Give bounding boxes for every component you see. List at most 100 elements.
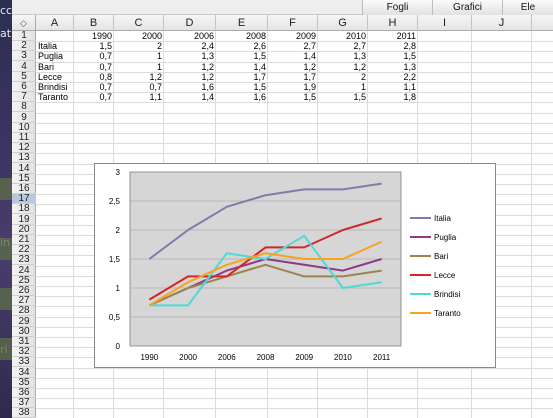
cell-value[interactable]: 1,3 — [353, 51, 366, 62]
cell-value[interactable]: 1,7 — [253, 71, 266, 82]
row-header-30[interactable]: 30 — [12, 326, 36, 337]
cell-year-header[interactable]: 1990 — [91, 31, 112, 41]
cell-value[interactable]: 1,2 — [201, 71, 214, 82]
cell-year-header[interactable]: 2011 — [396, 31, 416, 41]
cell-region-name[interactable]: Lecce — [38, 71, 63, 82]
cell-value[interactable]: 1,2 — [353, 61, 366, 72]
row-header-29[interactable]: 29 — [12, 316, 36, 327]
column-header-d[interactable]: D — [164, 15, 216, 31]
row-header-33[interactable]: 33 — [12, 357, 36, 368]
column-header-f[interactable]: F — [268, 15, 318, 31]
row-header-24[interactable]: 24 — [12, 265, 36, 276]
row-header-4[interactable]: 4 — [12, 61, 36, 72]
cell-value[interactable]: 1,4 — [201, 92, 214, 103]
cell-value[interactable]: 1,5 — [353, 92, 366, 103]
column-header-i[interactable]: I — [418, 15, 472, 31]
cell-value[interactable]: 2 — [360, 71, 366, 82]
row-header-25[interactable]: 25 — [12, 275, 36, 286]
row-header-31[interactable]: 31 — [12, 337, 36, 347]
cell-value[interactable]: 2,6 — [253, 41, 266, 52]
cell-value[interactable]: 1 — [156, 61, 162, 72]
cell-value[interactable]: 1,6 — [201, 82, 214, 92]
cell-value[interactable]: 1,4 — [303, 51, 316, 62]
cell-value[interactable]: 1,5 — [253, 51, 266, 62]
row-header-27[interactable]: 27 — [12, 296, 36, 307]
cell-value[interactable]: 2,2 — [403, 71, 416, 82]
cell-value[interactable]: 1,5 — [253, 82, 266, 92]
cell-value[interactable]: 0,7 — [99, 82, 112, 92]
cell-year-header[interactable]: 2009 — [295, 31, 316, 41]
cell-value[interactable]: 0,7 — [99, 92, 112, 103]
cell-value[interactable]: 1 — [156, 51, 162, 62]
column-header-a[interactable]: A — [36, 15, 74, 31]
row-header-11[interactable]: 11 — [12, 133, 36, 143]
cell-value[interactable]: 1,8 — [403, 92, 416, 103]
cell-value[interactable]: 1,5 — [403, 51, 416, 62]
row-header-10[interactable]: 10 — [12, 122, 36, 133]
row-header-7[interactable]: 7 — [12, 92, 36, 103]
cell-region-name[interactable]: Brindisi — [38, 82, 68, 92]
row-header-13[interactable]: 13 — [12, 153, 36, 164]
cell-value[interactable]: 0,8 — [99, 71, 112, 82]
cell-region-name[interactable]: Italia — [38, 41, 58, 52]
row-header-37[interactable]: 37 — [12, 398, 36, 409]
column-header-b[interactable]: B — [74, 15, 114, 31]
row-header-34[interactable]: 34 — [12, 367, 36, 378]
cell-year-header[interactable]: 2008 — [245, 31, 266, 41]
cell-value[interactable]: 0,7 — [99, 61, 112, 72]
cell-value[interactable]: 1,4 — [253, 61, 266, 72]
row-header-12[interactable]: 12 — [12, 143, 36, 154]
row-header-15[interactable]: 15 — [12, 173, 36, 184]
cell-value[interactable]: 1 — [360, 82, 366, 92]
row-header-26[interactable]: 26 — [12, 286, 36, 296]
ribbon-tab-ele[interactable]: Ele — [502, 0, 553, 15]
row-header-28[interactable]: 28 — [12, 306, 36, 317]
row-header-8[interactable]: 8 — [12, 102, 36, 113]
row-header-6[interactable]: 6 — [12, 82, 36, 92]
cell-region-name[interactable]: Taranto — [38, 92, 69, 103]
cell-value[interactable]: 1,3 — [201, 51, 214, 62]
row-header-9[interactable]: 9 — [12, 112, 36, 123]
cell-value[interactable]: 1,1 — [149, 92, 162, 103]
cell-value[interactable]: 1,2 — [201, 61, 214, 72]
cell-year-header[interactable]: 2010 — [345, 31, 366, 41]
cell-value[interactable]: 1,2 — [303, 61, 316, 72]
row-header-32[interactable]: 32 — [12, 347, 36, 358]
row-header-1[interactable]: 1 — [12, 31, 36, 41]
cell-value[interactable]: 1,3 — [403, 61, 416, 72]
row-header-38[interactable]: 38 — [12, 408, 36, 418]
cell-region-name[interactable]: Bari — [38, 61, 55, 72]
cell-value[interactable]: 0,7 — [149, 82, 162, 92]
row-header-3[interactable]: 3 — [12, 51, 36, 62]
line-chart[interactable]: 0 0,5 1 1,5 2 2,5 3 1990 2000 2006 2008 2009 2010 201… — [94, 163, 496, 368]
row-header-18[interactable]: 18 — [12, 204, 36, 215]
cell-value[interactable]: 1,2 — [149, 71, 162, 82]
cell-value[interactable]: 1,6 — [253, 92, 266, 103]
cell-value[interactable]: 1,7 — [303, 71, 316, 82]
row-header-5[interactable]: 5 — [12, 71, 36, 82]
row-header-36[interactable]: 36 — [12, 388, 36, 398]
row-header-16[interactable]: 16 — [12, 184, 36, 194]
column-header-h[interactable]: H — [368, 15, 418, 31]
cell-year-header[interactable]: 2006 — [193, 31, 214, 41]
cell-value[interactable]: 2 — [156, 41, 162, 52]
cell-value[interactable]: 2,4 — [201, 41, 214, 52]
cell-value[interactable]: 2,7 — [353, 41, 366, 52]
row-header-17[interactable]: 17 — [12, 194, 36, 205]
row-header-23[interactable]: 23 — [12, 255, 36, 266]
cell-value[interactable]: 0,7 — [99, 51, 112, 62]
cell-value[interactable]: 2,8 — [403, 41, 416, 52]
row-header-21[interactable]: 21 — [12, 235, 36, 245]
column-header-j[interactable]: J — [472, 15, 532, 31]
cell-value[interactable]: 1,1 — [403, 82, 416, 92]
ribbon-tab-fogli[interactable]: Fogli — [362, 0, 432, 15]
row-header-19[interactable]: 19 — [12, 214, 36, 225]
row-header-14[interactable]: 14 — [12, 163, 36, 174]
cell-year-header[interactable]: 2000 — [141, 31, 162, 41]
column-header-g[interactable]: G — [318, 15, 368, 31]
ribbon-tab-grafici[interactable]: Grafici — [432, 0, 502, 15]
cell-value[interactable]: 1,5 — [303, 92, 316, 103]
cell-value[interactable]: 2,7 — [303, 41, 316, 52]
column-header-e[interactable]: E — [216, 15, 268, 31]
row-header-20[interactable]: 20 — [12, 224, 36, 235]
